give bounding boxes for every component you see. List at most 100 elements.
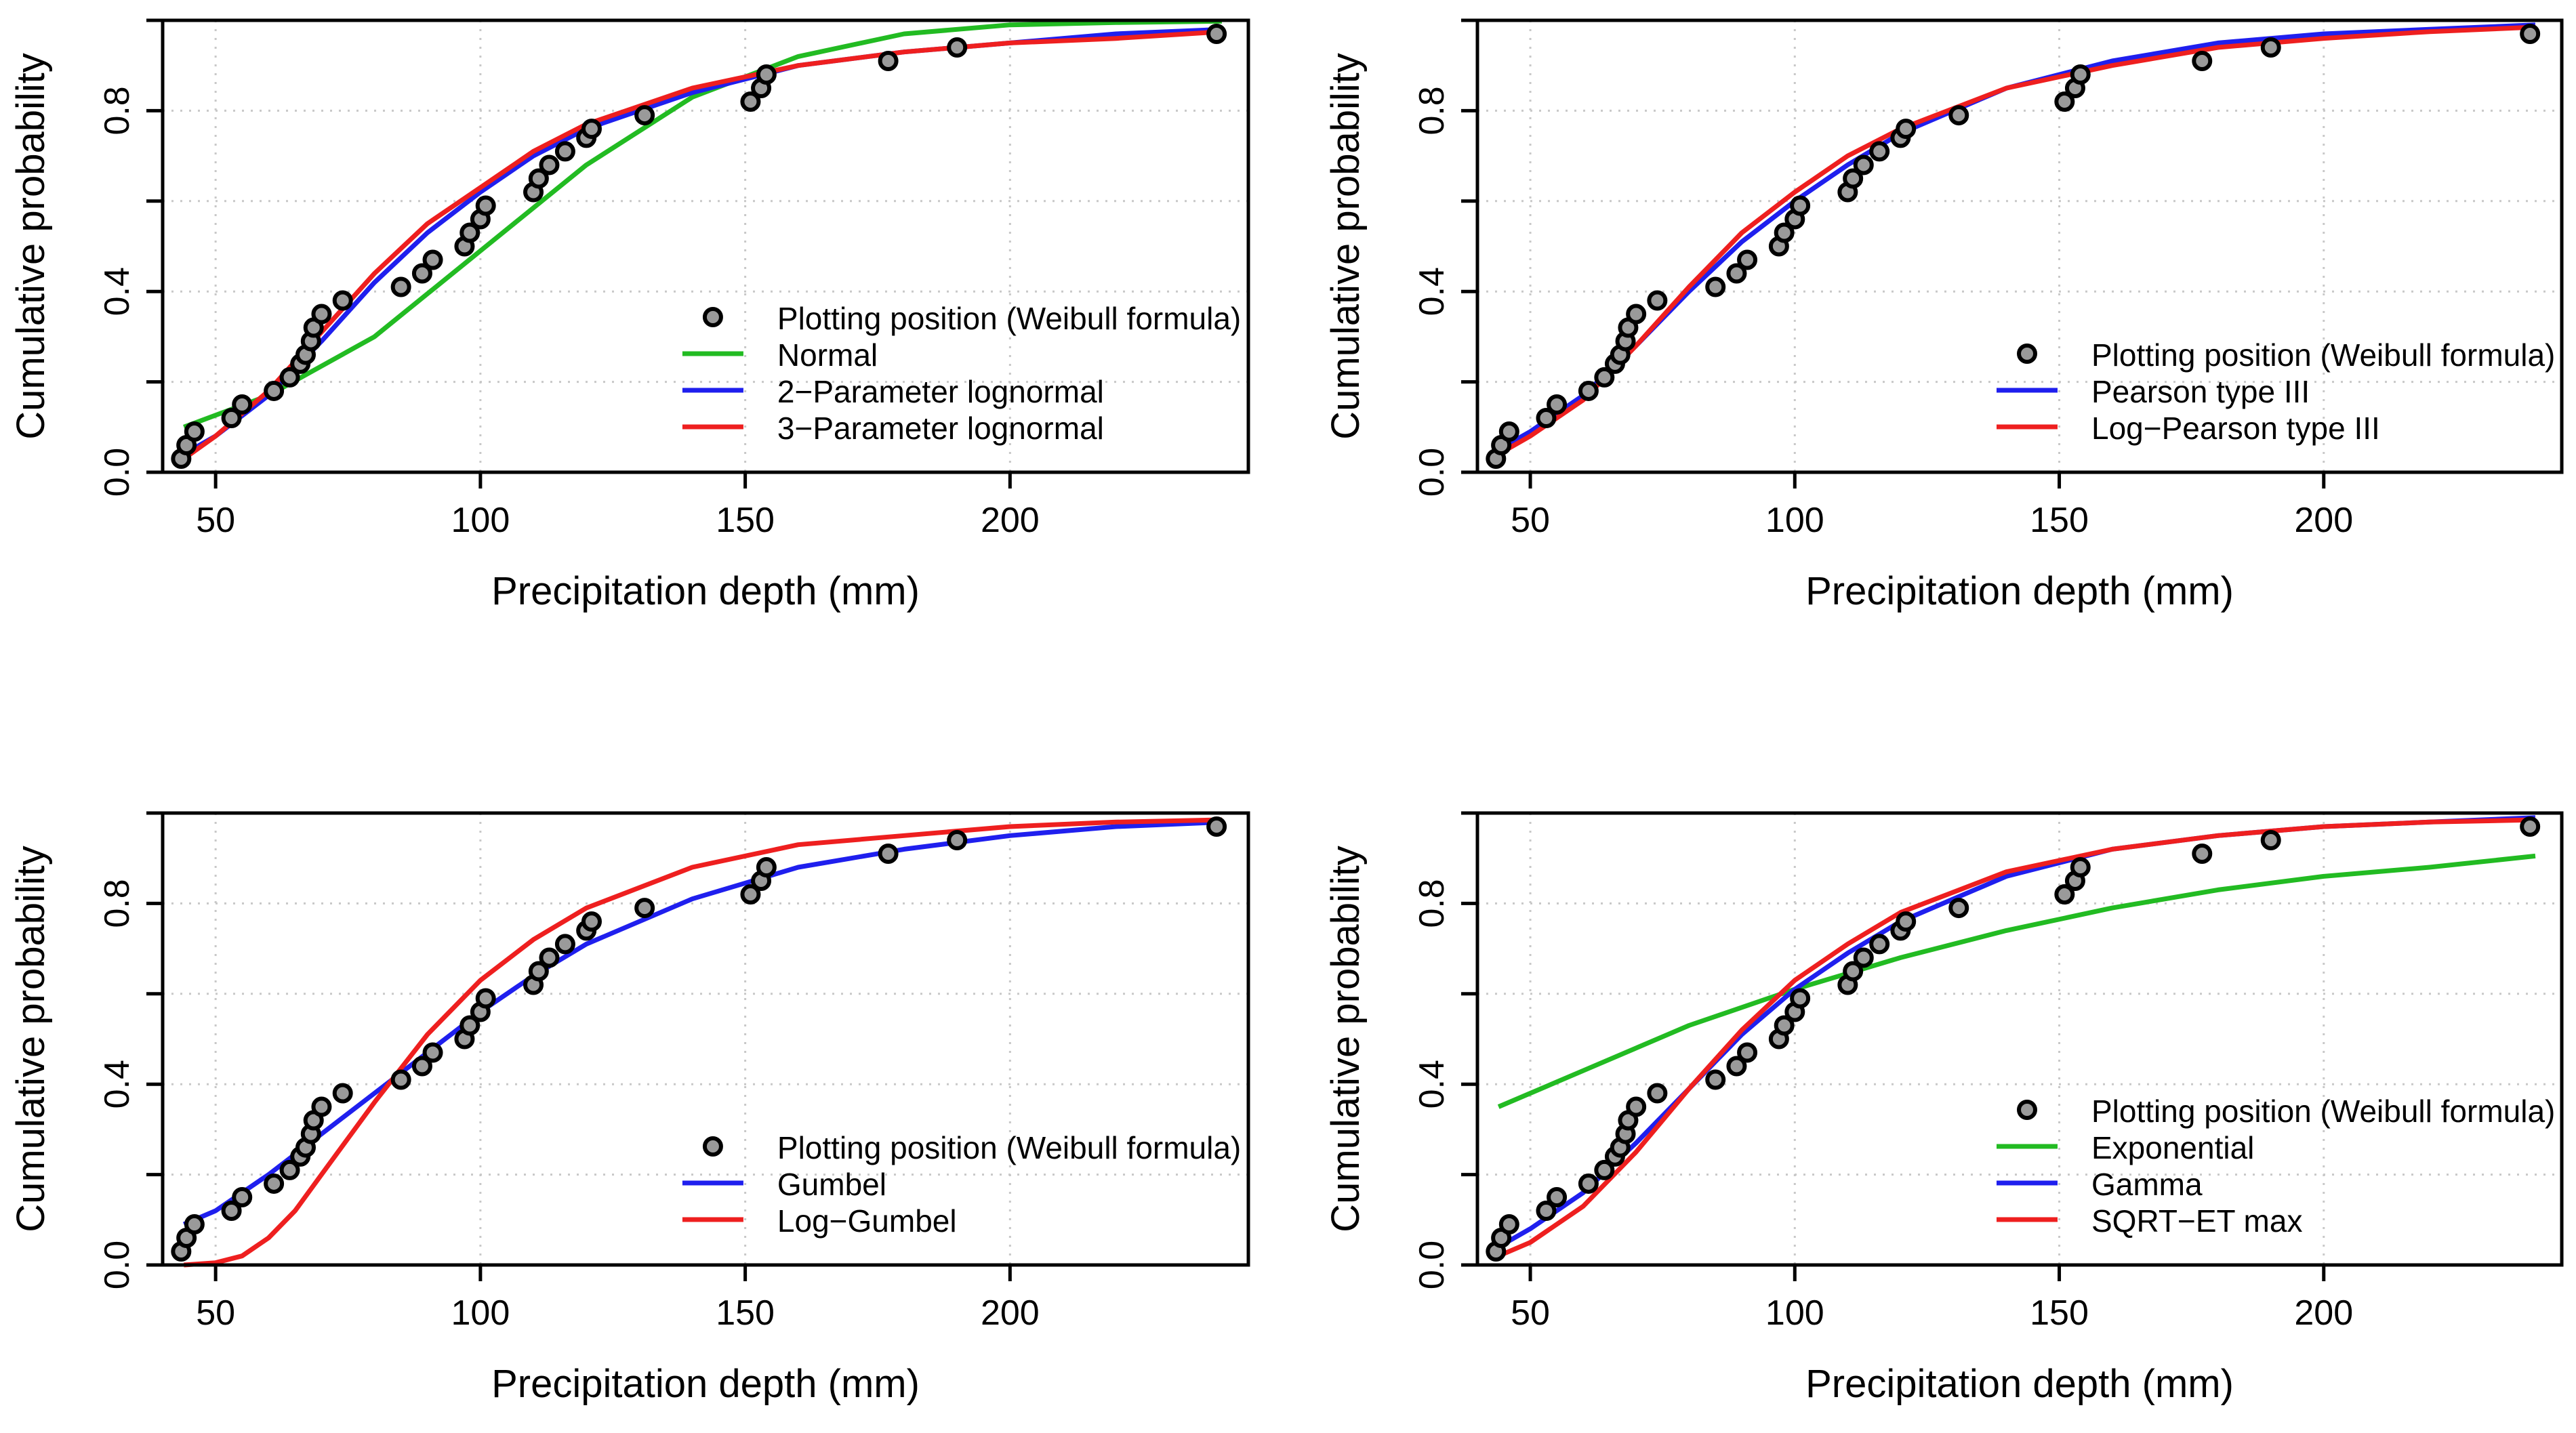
legend-label: Gamma: [2091, 1167, 2203, 1202]
x-tick-label: 50: [196, 1293, 235, 1333]
data-point: [2520, 816, 2541, 837]
data-point: [184, 1213, 205, 1234]
data-point: [1948, 898, 1969, 919]
data-point: [1853, 154, 1874, 175]
y-axis-label: Cumulative probability: [1324, 53, 1368, 440]
data-point: [1869, 141, 1890, 162]
y-axis-label: Cumulative probability: [9, 53, 53, 440]
data-point: [332, 1083, 353, 1104]
data-point: [184, 421, 205, 442]
legend-label: Gumbel: [777, 1167, 886, 1202]
data-point: [232, 1186, 253, 1207]
series-line-pearson-type-iii: [1497, 22, 2536, 452]
data-point: [459, 222, 481, 243]
panel-bottom-left: 50 100 150 200 0.0 0.4 0.8 Precipitation depth …: [9, 811, 1250, 1406]
data-point: [2192, 51, 2213, 72]
y-tick-label: 0.4: [1412, 1060, 1452, 1108]
legend-label: Plotting position (Weibull formula): [2091, 337, 2555, 373]
data-point: [1498, 1213, 1519, 1234]
y-axis-label: Cumulative probability: [1324, 846, 1368, 1232]
y-tick-label: 0.8: [1412, 86, 1452, 135]
data-point: [475, 988, 496, 1009]
data-point: [756, 64, 777, 85]
data-point: [2070, 64, 2091, 85]
data-point: [1737, 249, 1758, 270]
plot-frame: [161, 18, 1250, 474]
data-point: [1705, 276, 1726, 297]
data-point: [1869, 934, 1890, 955]
data-point: [1737, 1042, 1758, 1063]
legend-point-symbol: [702, 307, 723, 327]
data-point: [279, 367, 300, 388]
data-point: [1547, 394, 1568, 415]
data-point: [1896, 911, 1917, 932]
data-point: [1578, 380, 1599, 401]
series-line-sqrt-et-max: [1497, 817, 2536, 1258]
data-point: [634, 898, 655, 919]
data-point: [279, 1159, 300, 1180]
data-point: [740, 884, 761, 905]
data-point: [1626, 1096, 1647, 1117]
data-point: [1726, 1056, 1747, 1077]
data-point: [411, 263, 432, 284]
data-point: [1626, 304, 1647, 325]
x-tick-label: 200: [2294, 501, 2353, 540]
data-point: [947, 830, 968, 851]
panel-bottom-right: 50 100 150 200 0.0 0.4 0.8 Precipitation depth …: [1324, 811, 2564, 1406]
panel-top-left: 50 100 150 200 0.0 0.4 0.8 Precipitation depth …: [9, 18, 1250, 613]
data-point: [554, 141, 575, 162]
x-tick-label: 150: [716, 501, 775, 540]
legend-label: SQRT−ET max: [2091, 1203, 2302, 1239]
data-point: [2070, 857, 2091, 878]
data-point: [1843, 168, 1864, 189]
data-point: [311, 1096, 332, 1117]
x-tick-label: 200: [981, 1293, 1040, 1333]
x-tick-label: 50: [1511, 1293, 1550, 1333]
data-point: [332, 290, 353, 311]
x-tick-label: 50: [196, 501, 235, 540]
data-point: [1647, 290, 1668, 311]
data-point: [528, 168, 549, 189]
data-point: [1726, 263, 1747, 284]
data-point: [2260, 830, 2281, 851]
data-point: [1206, 24, 1227, 45]
data-point: [947, 37, 968, 58]
y-tick-label: 0.0: [98, 448, 137, 497]
data-point: [634, 105, 655, 126]
data-point: [411, 1056, 432, 1077]
legend-point-symbol: [702, 1136, 723, 1157]
y-tick-label: 0.8: [1412, 879, 1452, 928]
data-point: [1594, 1159, 1615, 1180]
data-point: [1948, 105, 1969, 126]
data-point: [459, 1015, 481, 1036]
data-point: [422, 249, 443, 270]
data-point: [554, 934, 575, 955]
x-tick-label: 100: [451, 1293, 510, 1333]
data-point: [422, 1042, 443, 1063]
legend-label: Log−Gumbel: [777, 1203, 957, 1239]
data-point: [539, 947, 560, 968]
y-axis-label: Cumulative probability: [9, 846, 53, 1232]
x-axis-label: Precipitation depth (mm): [491, 569, 920, 613]
data-point: [1498, 421, 1519, 442]
legend-label: Plotting position (Weibull formula): [2091, 1094, 2555, 1129]
x-tick-label: 150: [2030, 1293, 2089, 1333]
data-point: [528, 961, 549, 982]
data-point: [878, 844, 899, 865]
x-tick-label: 100: [451, 501, 510, 540]
data-point: [1790, 988, 1811, 1009]
data-point: [2260, 37, 2281, 58]
data-point: [475, 195, 496, 216]
data-point: [390, 1069, 411, 1090]
data-point: [756, 857, 777, 878]
x-tick-label: 100: [1765, 501, 1824, 540]
x-tick-label: 150: [2030, 501, 2089, 540]
data-point: [1578, 1173, 1599, 1194]
data-point: [878, 51, 899, 72]
data-point: [1896, 119, 1917, 140]
legend-label: 3−Parameter lognormal: [777, 411, 1104, 446]
plot-frame: [1475, 811, 2564, 1267]
y-tick-label: 0.4: [98, 267, 137, 316]
